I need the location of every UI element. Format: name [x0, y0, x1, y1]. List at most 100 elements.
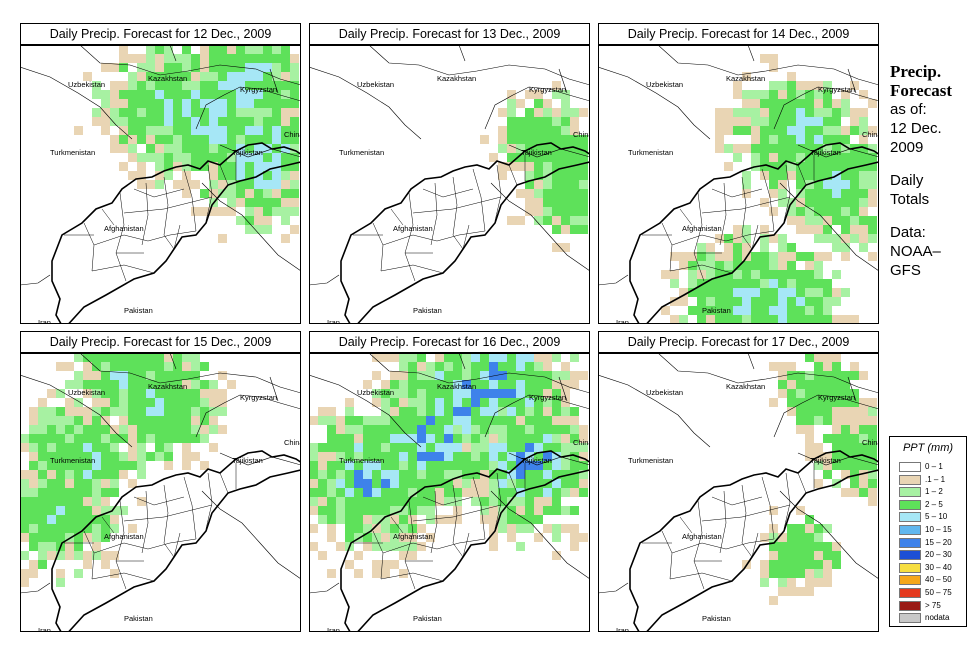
forecast-panel: Daily Precip. Forecast for 14 Dec., 2009… [598, 23, 879, 324]
legend-label: 20 – 30 [925, 550, 952, 560]
country-label-afghanistan: Afghanistan [393, 224, 433, 233]
country-label-iran: Iran [327, 318, 340, 324]
country-label-kazakhstan: Kazakhstan [437, 74, 476, 83]
legend-item: 5 – 10 [899, 511, 965, 523]
precip-map-svg: Uzbekistan Kazakhstan Kyrgyzstan Turkmenist… [598, 45, 879, 324]
precip-map-svg: Uzbekistan Kazakhstan Kyrgyzstan Turkmenist… [20, 45, 301, 324]
legend-title: PPT (mm) [902, 442, 954, 454]
precip-map-svg: Uzbekistan Kazakhstan Kyrgyzstan Turkmenist… [20, 353, 301, 632]
legend-item: 15 – 20 [899, 537, 965, 549]
legend-label: 50 – 75 [925, 588, 952, 597]
legend-swatch [899, 550, 921, 561]
country-label-turkmenistan: Turkmenistan [339, 148, 384, 157]
country-label-kazakhstan: Kazakhstan [726, 382, 765, 391]
legend-label: 5 – 10 [925, 512, 948, 522]
panel-title: Daily Precip. Forecast for 15 Dec., 2009 [20, 331, 301, 353]
country-label-tajikistan: Tajikistan [810, 456, 841, 465]
country-label-china: China [862, 130, 879, 139]
legend-label: > 75 [925, 600, 941, 610]
legend-label: nodata [925, 613, 950, 623]
precip-map-svg: Uzbekistan Kazakhstan Kyrgyzstan Turkmenist… [309, 45, 590, 324]
legend-swatch [899, 462, 921, 472]
country-label-turkmenistan: Turkmenistan [339, 456, 384, 465]
forecast-panel: Daily Precip. Forecast for 15 Dec., 2009… [20, 331, 301, 632]
legend-swatch [899, 512, 921, 523]
legend-item: 10 – 15 [899, 524, 965, 536]
province-borders [642, 463, 815, 590]
forecast-map: Uzbekistan Kazakhstan Kyrgyzstan Turkmenist… [309, 45, 590, 324]
legend-item: 30 – 40 [899, 562, 965, 574]
sidebar-title-line2: Forecast [890, 81, 952, 100]
forecast-panel: Daily Precip. Forecast for 16 Dec., 2009… [309, 331, 590, 632]
panel-title: Daily Precip. Forecast for 14 Dec., 2009 [598, 23, 879, 45]
country-label-pakistan: Pakistan [702, 614, 731, 623]
forecast-panel: Daily Precip. Forecast for 17 Dec., 2009… [598, 331, 879, 632]
precip-cells [742, 353, 877, 605]
precip-cells [74, 45, 299, 243]
legend-swatch [899, 588, 921, 598]
legend-label: 15 – 20 [925, 537, 952, 547]
country-label-iran: Iran [616, 626, 629, 632]
country-label-afghanistan: Afghanistan [682, 532, 722, 541]
forecast-map: Uzbekistan Kazakhstan Kyrgyzstan Turkmenist… [598, 353, 879, 632]
asof-date-line2: 2009 [890, 139, 924, 156]
precip-map-svg: Uzbekistan Kazakhstan Kyrgyzstan Turkmenist… [598, 353, 879, 632]
country-label-uzbekistan: Uzbekistan [646, 80, 683, 89]
country-label-tajikistan: Tajikistan [232, 148, 263, 157]
country-label-china: China [573, 130, 590, 139]
forecast-map: Uzbekistan Kazakhstan Kyrgyzstan Turkmenist… [20, 45, 301, 324]
forecast-map: Uzbekistan Kazakhstan Kyrgyzstan Turkmenist… [598, 45, 879, 324]
panel-title: Daily Precip. Forecast for 12 Dec., 2009 [20, 23, 301, 45]
asof-date-line1: 12 Dec. [890, 120, 942, 137]
country-label-turkmenistan: Turkmenistan [628, 456, 673, 465]
province-borders [353, 463, 526, 590]
province-borders [642, 155, 815, 282]
country-label-tajikistan: Tajikistan [521, 148, 552, 157]
legend-label: 0 – 1 [925, 462, 943, 471]
province-borders [353, 155, 526, 282]
country-label-pakistan: Pakistan [702, 306, 731, 315]
data-label: Data: [890, 224, 926, 241]
country-label-kazakhstan: Kazakhstan [726, 74, 765, 83]
country-label-china: China [862, 438, 879, 447]
afghanistan-border [340, 142, 590, 324]
country-label-uzbekistan: Uzbekistan [68, 80, 105, 89]
country-label-pakistan: Pakistan [413, 614, 442, 623]
legend-swatch [899, 600, 921, 611]
legend-label: 10 – 15 [925, 525, 952, 534]
data-source-line1: NOAA– [890, 243, 941, 260]
country-label-china: China [284, 130, 301, 139]
country-label-kazakhstan: Kazakhstan [437, 382, 476, 391]
sidebar-title-line1: Precip. [890, 62, 942, 81]
legend-item: 2 – 5 [899, 499, 965, 511]
legend-item: nodata [899, 612, 965, 624]
precip-cells [20, 353, 236, 587]
afghanistan-border [51, 142, 301, 324]
legend-item: 40 – 50 [899, 574, 965, 586]
country-label-kyrgyzstan: Kyrgyzstan [240, 85, 277, 94]
legend-swatch [899, 537, 921, 548]
precip-map-svg: Uzbekistan Kazakhstan Kyrgyzstan Turkmenist… [309, 353, 590, 632]
precip-cells [309, 353, 588, 578]
asof-label: as of: [890, 101, 927, 118]
legend-swatch [899, 474, 921, 485]
country-label-uzbekistan: Uzbekistan [68, 388, 105, 397]
legend-label: 2 – 5 [925, 499, 943, 509]
legend-item: 20 – 30 [899, 549, 965, 561]
legend-item: 0 – 1 [899, 461, 965, 473]
country-label-tajikistan: Tajikistan [521, 456, 552, 465]
country-label-china: China [284, 438, 301, 447]
country-label-kyrgyzstan: Kyrgyzstan [818, 393, 855, 402]
forecast-map: Uzbekistan Kazakhstan Kyrgyzstan Turkmenist… [20, 353, 301, 632]
country-label-pakistan: Pakistan [124, 614, 153, 623]
forecast-map: Uzbekistan Kazakhstan Kyrgyzstan Turkmenist… [309, 353, 590, 632]
afghanistan-border [629, 450, 879, 632]
country-label-kyrgyzstan: Kyrgyzstan [529, 393, 566, 402]
country-label-tajikistan: Tajikistan [232, 456, 263, 465]
country-label-afghanistan: Afghanistan [104, 224, 144, 233]
sidebar: Precip. Forecast as of: 12 Dec. 2009 Dai… [890, 62, 975, 280]
country-label-afghanistan: Afghanistan [104, 532, 144, 541]
country-label-uzbekistan: Uzbekistan [357, 80, 394, 89]
country-label-iran: Iran [38, 318, 51, 324]
panel-title: Daily Precip. Forecast for 16 Dec., 2009 [309, 331, 590, 353]
